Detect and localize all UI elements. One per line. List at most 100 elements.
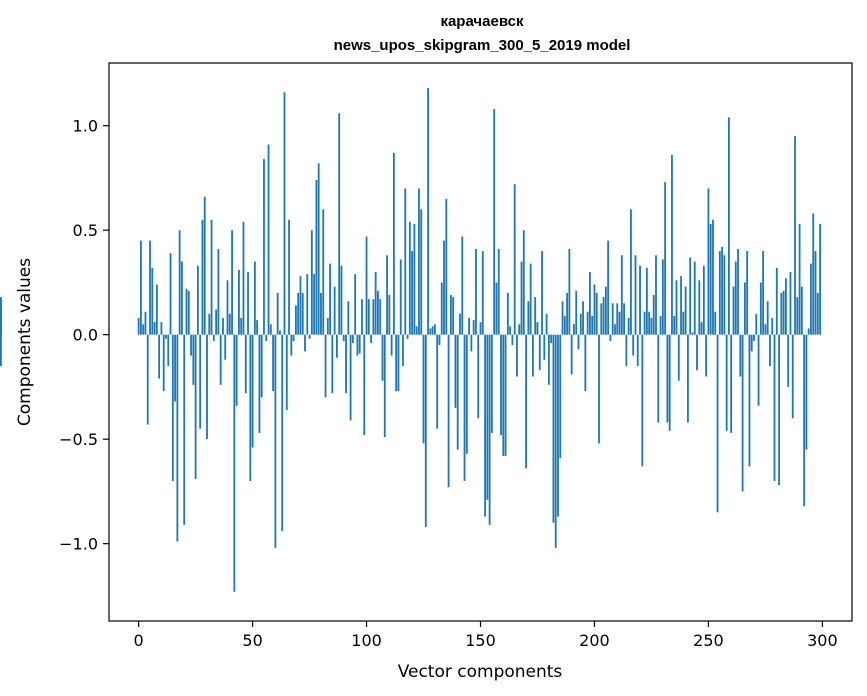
bar (529, 263, 532, 335)
bar (258, 334, 261, 433)
bar (354, 274, 357, 335)
bar (475, 249, 477, 335)
bar (167, 334, 170, 367)
bar (655, 255, 657, 335)
bar (762, 251, 765, 335)
x-tick-label: 300 (807, 631, 838, 650)
bar (490, 334, 493, 433)
bar (593, 284, 596, 335)
bar (684, 286, 687, 335)
bar (493, 108, 496, 335)
bar (0, 297, 2, 335)
bar (598, 334, 600, 444)
bar (165, 334, 167, 339)
chart-title: карачаевск (440, 13, 524, 30)
bar (504, 334, 507, 456)
bar (737, 249, 739, 335)
bar (614, 324, 616, 335)
bar (796, 297, 799, 335)
bar (276, 292, 279, 335)
bar (814, 251, 817, 335)
bar (201, 219, 204, 335)
bar (279, 330, 281, 335)
bar (714, 311, 717, 335)
bar (538, 334, 541, 371)
bar (431, 326, 434, 335)
bar (561, 301, 564, 335)
bar (541, 251, 543, 335)
bar (702, 265, 705, 335)
bar (424, 334, 427, 527)
bar (456, 334, 459, 450)
y-axis-label: Components values (15, 258, 35, 426)
bar (0, 334, 2, 367)
bar (402, 334, 404, 367)
bar (618, 311, 621, 335)
bar (664, 182, 667, 335)
bar (310, 230, 313, 335)
bar (379, 299, 382, 335)
bar (579, 313, 582, 335)
x-tick-label: 50 (242, 631, 262, 650)
bar (415, 326, 418, 335)
bar (274, 334, 277, 548)
bar (577, 334, 580, 350)
bar (349, 334, 352, 421)
bar (725, 334, 728, 431)
bar (272, 334, 275, 392)
bar (616, 303, 619, 335)
bar (502, 334, 505, 456)
bar (251, 334, 254, 448)
x-tick-label: 0 (134, 631, 144, 650)
bar (158, 334, 161, 379)
bar (650, 317, 653, 335)
bar (377, 290, 379, 335)
bar (146, 334, 149, 425)
bar (784, 278, 787, 335)
bar (459, 313, 461, 335)
bar (429, 328, 432, 335)
bar (452, 297, 455, 335)
bar (386, 255, 388, 335)
bar (780, 292, 783, 335)
bar (759, 282, 762, 335)
bar (418, 188, 420, 335)
bar (732, 286, 735, 335)
bar (461, 236, 464, 335)
bar (187, 290, 190, 335)
bar (434, 324, 436, 335)
bar (320, 292, 322, 335)
bar (263, 159, 265, 335)
bar (438, 334, 441, 346)
bar (810, 263, 812, 335)
bar (238, 269, 240, 335)
bar (643, 311, 646, 335)
x-tick-label: 100 (351, 631, 382, 650)
bar (331, 334, 334, 394)
bar (228, 313, 231, 335)
bar (595, 292, 598, 335)
bar (522, 230, 525, 335)
bar (470, 334, 473, 352)
bar (224, 334, 227, 360)
bar (693, 261, 696, 335)
bar (292, 334, 295, 341)
bar (557, 334, 559, 517)
bar (322, 209, 325, 335)
bar (472, 320, 475, 335)
bar (297, 292, 300, 335)
bar (677, 334, 680, 381)
bar (358, 334, 361, 354)
bar (582, 301, 584, 335)
bar (554, 334, 557, 548)
bar (775, 267, 778, 335)
bar (336, 334, 338, 358)
bar (691, 332, 694, 335)
bar (420, 209, 423, 335)
bar (233, 334, 236, 592)
bar (675, 280, 678, 335)
bar (645, 267, 648, 335)
bar (588, 271, 591, 335)
bar (698, 280, 701, 335)
